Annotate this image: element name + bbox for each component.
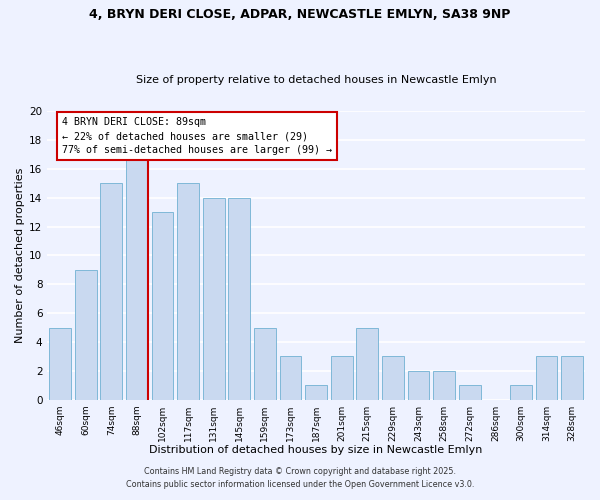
Bar	[100, 184, 122, 400]
Bar	[254, 328, 276, 400]
Bar	[49, 328, 71, 400]
Bar	[305, 385, 327, 400]
Bar	[536, 356, 557, 400]
Text: 4, BRYN DERI CLOSE, ADPAR, NEWCASTLE EMLYN, SA38 9NP: 4, BRYN DERI CLOSE, ADPAR, NEWCASTLE EML…	[89, 8, 511, 20]
Text: 4 BRYN DERI CLOSE: 89sqm
← 22% of detached houses are smaller (29)
77% of semi-d: 4 BRYN DERI CLOSE: 89sqm ← 22% of detach…	[62, 117, 332, 155]
Bar	[126, 154, 148, 400]
Bar	[459, 385, 481, 400]
X-axis label: Distribution of detached houses by size in Newcastle Emlyn: Distribution of detached houses by size …	[149, 445, 483, 455]
Y-axis label: Number of detached properties: Number of detached properties	[15, 168, 25, 343]
Bar	[331, 356, 353, 400]
Bar	[382, 356, 404, 400]
Title: Size of property relative to detached houses in Newcastle Emlyn: Size of property relative to detached ho…	[136, 76, 496, 86]
Bar	[280, 356, 301, 400]
Bar	[433, 371, 455, 400]
Bar	[562, 356, 583, 400]
Bar	[177, 184, 199, 400]
Text: Contains HM Land Registry data © Crown copyright and database right 2025.
Contai: Contains HM Land Registry data © Crown c…	[126, 468, 474, 489]
Bar	[203, 198, 224, 400]
Bar	[510, 385, 532, 400]
Bar	[356, 328, 378, 400]
Bar	[229, 198, 250, 400]
Bar	[152, 212, 173, 400]
Bar	[407, 371, 430, 400]
Bar	[75, 270, 97, 400]
